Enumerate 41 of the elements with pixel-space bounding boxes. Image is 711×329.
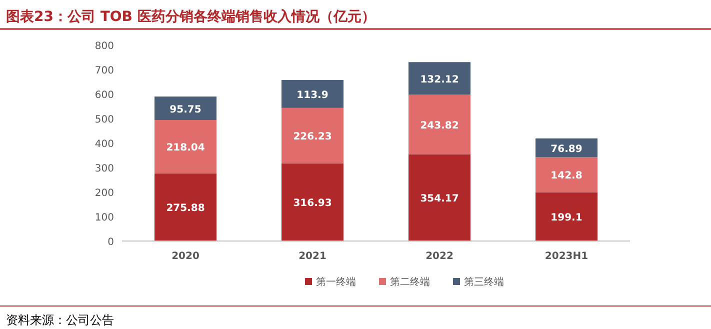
data-label: 76.89 <box>550 144 582 155</box>
bar <box>282 80 344 108</box>
data-label: 142.8 <box>550 170 582 182</box>
y-tick-label: 600 <box>94 90 114 101</box>
bar <box>408 154 470 241</box>
data-label: 275.88 <box>166 203 205 214</box>
data-label: 226.23 <box>293 132 332 143</box>
data-label: 132.12 <box>420 74 459 86</box>
x-tick-label: 2022 <box>426 251 454 262</box>
x-tick-label: 2020 <box>172 251 200 262</box>
data-label: 95.75 <box>170 104 202 116</box>
data-label: 354.17 <box>420 194 459 205</box>
x-tick-label: 2021 <box>298 251 326 262</box>
chart-title: 图表23：公司 TOB 医药分销各终端销售收入情况（亿元） <box>6 9 376 25</box>
y-tick-label: 500 <box>94 114 114 126</box>
y-tick-label: 300 <box>94 164 114 174</box>
y-tick-label: 200 <box>94 188 114 199</box>
bar <box>282 163 344 241</box>
data-label: 199.1 <box>550 212 582 224</box>
data-label: 218.04 <box>166 142 205 154</box>
bar <box>408 94 470 154</box>
data-label: 243.82 <box>420 120 459 132</box>
bar <box>282 108 344 164</box>
legend-label: 第三终端 <box>464 276 504 288</box>
bar <box>154 120 216 174</box>
y-tick-label: 400 <box>94 139 114 150</box>
data-label: 113.9 <box>296 90 328 101</box>
bar <box>154 96 216 120</box>
legend-label: 第一终端 <box>316 276 356 288</box>
bar <box>536 192 598 241</box>
y-tick-label: 0 <box>108 237 114 248</box>
y-tick-label: 800 <box>94 41 114 52</box>
legend-label: 第二终端 <box>390 276 430 288</box>
bar <box>408 62 470 94</box>
data-label: 316.93 <box>293 198 332 210</box>
bar <box>154 173 216 241</box>
x-tick-label: 2023H1 <box>544 251 588 262</box>
text: 资料来源：公司公告 <box>6 313 114 327</box>
bar <box>536 157 598 192</box>
y-tick-label: 100 <box>94 212 114 224</box>
y-tick-label: 700 <box>94 66 114 76</box>
